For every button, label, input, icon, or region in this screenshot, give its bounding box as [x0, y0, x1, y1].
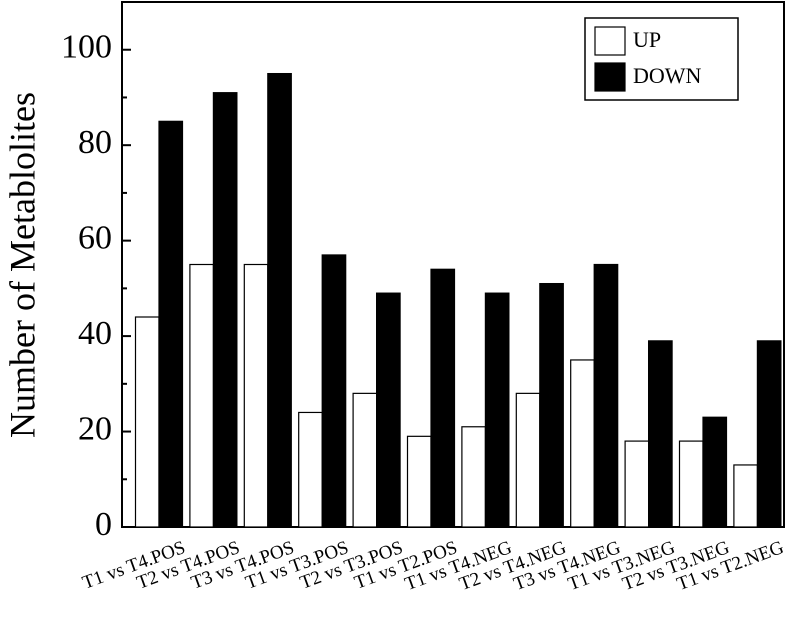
- y-axis-label: Number of Metablolites: [2, 92, 42, 438]
- bar: [539, 282, 564, 528]
- bar: [624, 440, 650, 528]
- y-tick-label: 0: [95, 506, 112, 543]
- bar: [484, 292, 510, 528]
- legend-swatch: [594, 62, 626, 92]
- y-tick-label: 20: [78, 410, 112, 447]
- bar: [352, 392, 378, 528]
- bar: [376, 292, 401, 528]
- bar: [321, 254, 347, 528]
- bar: [430, 268, 456, 528]
- bar: [158, 120, 184, 528]
- legend-label: UP: [633, 27, 661, 52]
- y-tick-label: 60: [78, 219, 112, 256]
- bar: [243, 263, 269, 528]
- legend-label: DOWN: [633, 63, 702, 88]
- bar: [212, 92, 238, 528]
- bar: [756, 340, 782, 528]
- bar: [406, 435, 432, 528]
- bar: [570, 359, 595, 528]
- bar: [267, 72, 292, 528]
- bar: [461, 426, 486, 528]
- bar: [702, 416, 728, 528]
- y-tick-label: 80: [78, 124, 112, 161]
- bar: [189, 263, 214, 528]
- bar: [678, 440, 704, 528]
- legend-swatch: [594, 26, 626, 56]
- bar: [647, 340, 673, 528]
- y-tick-label: 40: [78, 315, 112, 352]
- bar: [593, 263, 619, 528]
- y-tick-label: 100: [61, 29, 112, 66]
- bar: [298, 411, 323, 528]
- bar: [515, 392, 541, 528]
- bar: [134, 316, 160, 528]
- bar: [733, 464, 759, 528]
